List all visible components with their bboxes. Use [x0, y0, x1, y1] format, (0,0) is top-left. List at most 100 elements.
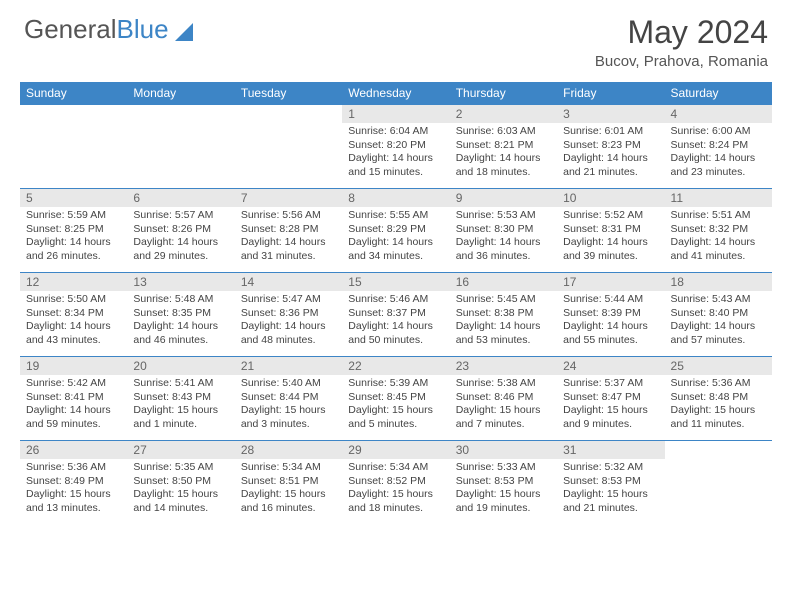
sunset-text: Sunset: 8:53 PM — [563, 475, 658, 489]
day-number: 25 — [665, 356, 772, 375]
calendar-cell — [127, 104, 234, 188]
sunset-text: Sunset: 8:32 PM — [671, 223, 766, 237]
calendar-cell: 24Sunrise: 5:37 AMSunset: 8:47 PMDayligh… — [557, 356, 664, 440]
logo-text: GeneralBlue — [24, 14, 169, 45]
calendar-cell: 27Sunrise: 5:35 AMSunset: 8:50 PMDayligh… — [127, 440, 234, 524]
daylight-text: Daylight: 15 hours and 13 minutes. — [26, 488, 121, 515]
daylight-text: Daylight: 14 hours and 29 minutes. — [133, 236, 228, 263]
sunrise-text: Sunrise: 5:43 AM — [671, 293, 766, 307]
daylight-text: Daylight: 14 hours and 53 minutes. — [456, 320, 551, 347]
sunset-text: Sunset: 8:34 PM — [26, 307, 121, 321]
calendar-cell: 25Sunrise: 5:36 AMSunset: 8:48 PMDayligh… — [665, 356, 772, 440]
daylight-text: Daylight: 14 hours and 36 minutes. — [456, 236, 551, 263]
daylight-text: Daylight: 15 hours and 11 minutes. — [671, 404, 766, 431]
sunrise-text: Sunrise: 5:53 AM — [456, 209, 551, 223]
day-number: 2 — [450, 104, 557, 123]
day-number: 11 — [665, 188, 772, 207]
day-info: Sunrise: 5:39 AMSunset: 8:45 PMDaylight:… — [342, 375, 449, 436]
sunrise-text: Sunrise: 5:35 AM — [133, 461, 228, 475]
day-number: 1 — [342, 104, 449, 123]
day-number: 24 — [557, 356, 664, 375]
day-number: 28 — [235, 440, 342, 459]
daylight-text: Daylight: 15 hours and 19 minutes. — [456, 488, 551, 515]
logo-word1: General — [24, 14, 117, 44]
day-number: 22 — [342, 356, 449, 375]
calendar-cell: 22Sunrise: 5:39 AMSunset: 8:45 PMDayligh… — [342, 356, 449, 440]
daylight-text: Daylight: 14 hours and 15 minutes. — [348, 152, 443, 179]
empty-day — [665, 440, 772, 458]
calendar-cell: 31Sunrise: 5:32 AMSunset: 8:53 PMDayligh… — [557, 440, 664, 524]
daylight-text: Daylight: 14 hours and 43 minutes. — [26, 320, 121, 347]
day-number: 6 — [127, 188, 234, 207]
day-info: Sunrise: 5:38 AMSunset: 8:46 PMDaylight:… — [450, 375, 557, 436]
daylight-text: Daylight: 15 hours and 14 minutes. — [133, 488, 228, 515]
calendar-cell: 30Sunrise: 5:33 AMSunset: 8:53 PMDayligh… — [450, 440, 557, 524]
sunset-text: Sunset: 8:37 PM — [348, 307, 443, 321]
day-info: Sunrise: 5:42 AMSunset: 8:41 PMDaylight:… — [20, 375, 127, 436]
calendar-cell: 7Sunrise: 5:56 AMSunset: 8:28 PMDaylight… — [235, 188, 342, 272]
daylight-text: Daylight: 14 hours and 46 minutes. — [133, 320, 228, 347]
day-info: Sunrise: 5:34 AMSunset: 8:51 PMDaylight:… — [235, 459, 342, 520]
daylight-text: Daylight: 15 hours and 3 minutes. — [241, 404, 336, 431]
sunset-text: Sunset: 8:28 PM — [241, 223, 336, 237]
calendar-cell: 14Sunrise: 5:47 AMSunset: 8:36 PMDayligh… — [235, 272, 342, 356]
calendar-cell: 11Sunrise: 5:51 AMSunset: 8:32 PMDayligh… — [665, 188, 772, 272]
calendar-week: 26Sunrise: 5:36 AMSunset: 8:49 PMDayligh… — [20, 440, 772, 524]
calendar-cell: 20Sunrise: 5:41 AMSunset: 8:43 PMDayligh… — [127, 356, 234, 440]
sunrise-text: Sunrise: 5:34 AM — [241, 461, 336, 475]
sunrise-text: Sunrise: 6:03 AM — [456, 125, 551, 139]
calendar-cell: 10Sunrise: 5:52 AMSunset: 8:31 PMDayligh… — [557, 188, 664, 272]
day-info: Sunrise: 5:50 AMSunset: 8:34 PMDaylight:… — [20, 291, 127, 352]
calendar-cell: 15Sunrise: 5:46 AMSunset: 8:37 PMDayligh… — [342, 272, 449, 356]
daylight-text: Daylight: 14 hours and 55 minutes. — [563, 320, 658, 347]
day-number: 16 — [450, 272, 557, 291]
empty-day — [20, 104, 127, 122]
sunset-text: Sunset: 8:49 PM — [26, 475, 121, 489]
day-info: Sunrise: 6:00 AMSunset: 8:24 PMDaylight:… — [665, 123, 772, 184]
sunrise-text: Sunrise: 5:38 AM — [456, 377, 551, 391]
day-info: Sunrise: 5:52 AMSunset: 8:31 PMDaylight:… — [557, 207, 664, 268]
sunset-text: Sunset: 8:26 PM — [133, 223, 228, 237]
sunset-text: Sunset: 8:39 PM — [563, 307, 658, 321]
sunset-text: Sunset: 8:40 PM — [671, 307, 766, 321]
calendar-head: SundayMondayTuesdayWednesdayThursdayFrid… — [20, 82, 772, 104]
day-number: 17 — [557, 272, 664, 291]
daylight-text: Daylight: 15 hours and 18 minutes. — [348, 488, 443, 515]
day-header: Saturday — [665, 82, 772, 104]
sunrise-text: Sunrise: 5:41 AM — [133, 377, 228, 391]
day-info: Sunrise: 5:53 AMSunset: 8:30 PMDaylight:… — [450, 207, 557, 268]
day-info: Sunrise: 5:45 AMSunset: 8:38 PMDaylight:… — [450, 291, 557, 352]
day-number: 4 — [665, 104, 772, 123]
day-number: 13 — [127, 272, 234, 291]
logo-triangle-icon — [175, 23, 193, 41]
sunset-text: Sunset: 8:50 PM — [133, 475, 228, 489]
day-info: Sunrise: 5:47 AMSunset: 8:36 PMDaylight:… — [235, 291, 342, 352]
calendar-cell: 26Sunrise: 5:36 AMSunset: 8:49 PMDayligh… — [20, 440, 127, 524]
day-number: 29 — [342, 440, 449, 459]
calendar-cell: 28Sunrise: 5:34 AMSunset: 8:51 PMDayligh… — [235, 440, 342, 524]
sunrise-text: Sunrise: 5:36 AM — [671, 377, 766, 391]
day-info: Sunrise: 6:04 AMSunset: 8:20 PMDaylight:… — [342, 123, 449, 184]
daylight-text: Daylight: 15 hours and 7 minutes. — [456, 404, 551, 431]
day-number: 3 — [557, 104, 664, 123]
daylight-text: Daylight: 14 hours and 59 minutes. — [26, 404, 121, 431]
calendar-cell: 21Sunrise: 5:40 AMSunset: 8:44 PMDayligh… — [235, 356, 342, 440]
sunrise-text: Sunrise: 5:40 AM — [241, 377, 336, 391]
calendar-table: SundayMondayTuesdayWednesdayThursdayFrid… — [20, 82, 772, 524]
day-info: Sunrise: 5:34 AMSunset: 8:52 PMDaylight:… — [342, 459, 449, 520]
sunrise-text: Sunrise: 5:56 AM — [241, 209, 336, 223]
sunset-text: Sunset: 8:30 PM — [456, 223, 551, 237]
sunrise-text: Sunrise: 5:51 AM — [671, 209, 766, 223]
calendar-cell — [665, 440, 772, 524]
day-info: Sunrise: 5:35 AMSunset: 8:50 PMDaylight:… — [127, 459, 234, 520]
daylight-text: Daylight: 14 hours and 26 minutes. — [26, 236, 121, 263]
daylight-text: Daylight: 14 hours and 39 minutes. — [563, 236, 658, 263]
day-info: Sunrise: 5:57 AMSunset: 8:26 PMDaylight:… — [127, 207, 234, 268]
month-title: May 2024 — [595, 14, 768, 51]
sunrise-text: Sunrise: 5:59 AM — [26, 209, 121, 223]
empty-day — [235, 104, 342, 122]
sunrise-text: Sunrise: 5:33 AM — [456, 461, 551, 475]
day-info: Sunrise: 5:41 AMSunset: 8:43 PMDaylight:… — [127, 375, 234, 436]
day-info: Sunrise: 5:56 AMSunset: 8:28 PMDaylight:… — [235, 207, 342, 268]
day-number: 18 — [665, 272, 772, 291]
